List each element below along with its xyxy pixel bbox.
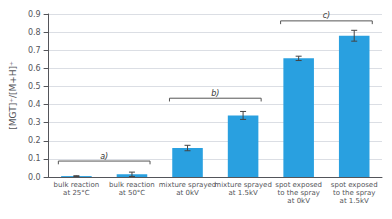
svg-text:to the spray: to the spray xyxy=(277,189,319,197)
svg-text:spot exposed: spot exposed xyxy=(331,181,378,189)
svg-text:spot exposed: spot exposed xyxy=(275,181,322,189)
svg-text:c): c) xyxy=(323,11,331,20)
svg-text:at 1.5kV: at 1.5kV xyxy=(340,197,369,205)
svg-text:mixture sprayed: mixture sprayed xyxy=(159,181,217,189)
svg-text:mixture sprayed: mixture sprayed xyxy=(214,181,272,189)
svg-text:at 50°C: at 50°C xyxy=(119,189,146,197)
svg-text:[MGT]⁺/[M+H]⁺: [MGT]⁺/[M+H]⁺ xyxy=(8,61,18,130)
svg-text:0.1: 0.1 xyxy=(28,154,41,163)
svg-text:at 1.5kV: at 1.5kV xyxy=(228,189,257,197)
svg-text:bulk reaction: bulk reaction xyxy=(54,181,100,189)
svg-text:0.8: 0.8 xyxy=(28,28,41,37)
svg-text:b): b) xyxy=(211,89,219,98)
svg-text:0.3: 0.3 xyxy=(28,118,41,127)
svg-text:a): a) xyxy=(100,152,108,161)
svg-text:at 0kV: at 0kV xyxy=(287,197,310,205)
svg-text:0.6: 0.6 xyxy=(28,64,41,73)
svg-text:0.0: 0.0 xyxy=(28,173,41,182)
svg-text:0.4: 0.4 xyxy=(28,100,41,109)
svg-text:0.9: 0.9 xyxy=(28,10,41,19)
svg-text:bulk reaction: bulk reaction xyxy=(109,181,155,189)
svg-text:0.2: 0.2 xyxy=(28,136,41,145)
svg-text:at 25°C: at 25°C xyxy=(63,189,90,197)
svg-text:0.7: 0.7 xyxy=(28,46,41,55)
svg-text:to the spray: to the spray xyxy=(333,189,375,197)
svg-text:0.5: 0.5 xyxy=(28,82,41,91)
svg-text:at 0kV: at 0kV xyxy=(176,189,199,197)
